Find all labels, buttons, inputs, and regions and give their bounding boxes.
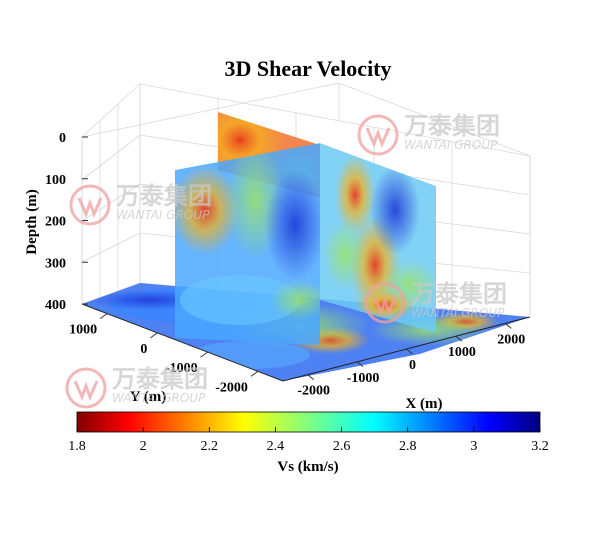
x-tick-label: -1000 — [347, 371, 380, 386]
z-axis-ticks: 0 100 200 300 400 — [45, 131, 88, 313]
x-tick-label: -2000 — [297, 384, 330, 399]
y-tick-label: -1000 — [165, 361, 198, 376]
logo-w-icon — [365, 127, 391, 149]
y-tick-label: 1000 — [69, 323, 97, 338]
slice-y — [175, 143, 320, 345]
y-tick-label: 0 — [140, 342, 147, 357]
watermark-brand-cn: 万泰集团 — [404, 112, 500, 140]
logo-ring-icon — [69, 184, 111, 226]
z-tick-label: 300 — [45, 256, 66, 271]
watermark-brand-en: WANTAI GROUP — [116, 208, 210, 222]
logo-ring-icon — [364, 282, 406, 324]
colorbar-tick-label: 2.2 — [201, 439, 219, 454]
colorbar-tick-label: 3.2 — [531, 439, 549, 454]
x-tick-mark — [406, 348, 413, 355]
logo-w-icon — [372, 295, 398, 317]
colorbar-tick-label: 3 — [470, 439, 477, 454]
chart-title: 3D Shear Velocity — [224, 56, 391, 81]
y-tick-mark — [99, 313, 108, 320]
watermark-brand-cn: 万泰集团 — [116, 182, 212, 210]
x-tick-label: 1000 — [448, 345, 476, 360]
x-tick-mark — [356, 361, 364, 368]
colorbar-tick-label: 2 — [140, 439, 147, 454]
y-tick-mark — [150, 332, 158, 339]
slice-x — [320, 143, 436, 333]
x-tick-label: 2000 — [497, 332, 525, 347]
y-axis-label: Y (m) — [130, 389, 167, 405]
colorbar-tick-label: 2.8 — [399, 439, 417, 454]
colorbar-tick-label: 2.4 — [267, 439, 285, 454]
logo-ring-icon — [65, 367, 107, 409]
x-tick-mark — [307, 374, 315, 380]
z-tick-label: 200 — [45, 215, 66, 230]
y-axis-ticks: 1000 0 -1000 -2000 — [69, 313, 259, 395]
colorbar-tick-label: 1.8 — [68, 439, 86, 454]
z-axis-label: Depth (m) — [24, 189, 40, 254]
x-tick-mark — [504, 323, 512, 329]
y-tick-mark — [250, 370, 259, 377]
x-tick-mark — [455, 335, 463, 342]
x-tick-label: 0 — [409, 358, 416, 373]
watermark-brand-cn: 万泰集团 — [411, 280, 507, 308]
logo-w-icon — [77, 197, 103, 219]
watermark-brand-en: WANTAI GROUP — [112, 391, 206, 405]
z-tick-label: 100 — [45, 173, 66, 188]
x-axis-ticks: -2000 -1000 0 1000 2000 — [297, 323, 525, 399]
colorbar-ticks: 1.8 2 2.2 2.4 2.6 2.8 3 3.2 — [68, 427, 549, 454]
logo-w-icon — [73, 380, 99, 402]
colorbar-tick-label: 2.6 — [333, 439, 351, 454]
y-tick-label: -2000 — [215, 380, 248, 395]
watermark-brand-en: WANTAI GROUP — [411, 306, 505, 320]
colorbar-label: Vs (km/s) — [277, 459, 338, 475]
z-tick-label: 400 — [45, 298, 66, 313]
y-tick-mark — [200, 351, 208, 358]
watermark-brand-en: WANTAI GROUP — [404, 138, 498, 152]
watermark-brand-cn: 万泰集团 — [112, 365, 208, 393]
z-tick-label: 0 — [59, 131, 66, 146]
logo-ring-icon — [357, 114, 399, 156]
colorbar: 1.8 2 2.2 2.4 2.6 2.8 3 3.2 Vs (km/s) — [68, 411, 549, 475]
x-axis-label: X (m) — [405, 396, 442, 412]
colorbar-gradient — [76, 411, 541, 433]
